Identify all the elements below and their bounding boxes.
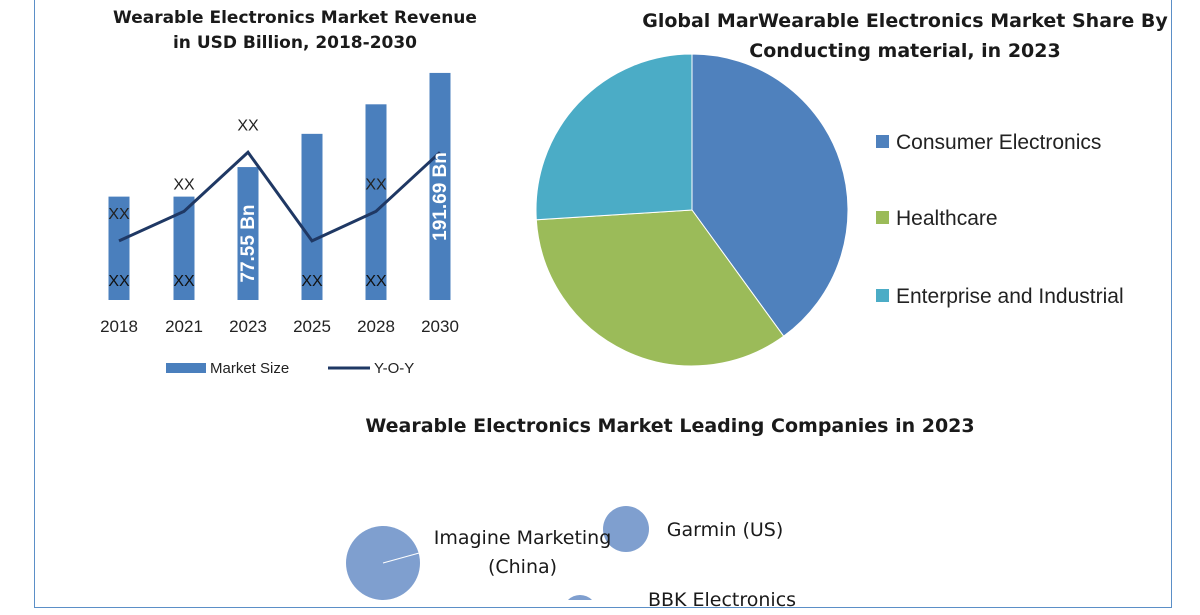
data-label-top: XX — [237, 117, 259, 134]
bar-2023 — [237, 167, 259, 300]
legend-label-yoy: Y-O-Y — [374, 360, 414, 377]
company-label-imagine: Imagine Marketing (China) — [433, 527, 612, 578]
company-label-bbk: BBK Electronics — [647, 589, 797, 611]
bar-line-chart: 2018 2021 2023 2025 2028 2030 XX XX XX XX XX XX 77.5… — [100, 72, 459, 377]
data-label-inside: XX — [365, 273, 387, 290]
data-label-inside: XX — [301, 273, 323, 290]
pie-slice-0 — [691, 53, 849, 337]
yoy-line — [118, 150, 442, 243]
pie-legend-label: Consumer Electronics — [896, 131, 1101, 154]
x-tick-label: 2028 — [357, 317, 395, 336]
pie-chart: Consumer Electronics Healthcare Enterprise… — [535, 53, 1124, 367]
x-tick-label: 2023 — [229, 317, 267, 336]
bar-2030 — [429, 72, 451, 300]
companies-bubbles — [346, 506, 649, 600]
legend-swatch-market-size — [166, 363, 206, 373]
data-label-top: XX — [365, 176, 387, 193]
x-tick-label: 2025 — [293, 317, 331, 336]
data-label-inside-value: 77.55 Bn — [238, 204, 259, 282]
bar-chart-title: Wearable Electronics Market Revenue in U… — [113, 8, 477, 53]
company-label-garmin: Garmin (US) — [666, 519, 784, 541]
bar-2021 — [173, 196, 195, 300]
pie-legend-swatch — [876, 211, 889, 224]
pie-chart-title: Global MarWearable Electronics Market Sh… — [642, 10, 1168, 62]
data-label-inside: XX — [173, 273, 195, 290]
pie-slice-2 — [535, 53, 693, 221]
bubble-imagine-leader-line — [382, 549, 431, 564]
data-label-top: XX — [173, 176, 195, 193]
bar-2028 — [365, 104, 387, 300]
pie-slice-1 — [535, 209, 785, 367]
bubble-garmin — [603, 506, 649, 552]
pie-legend-swatch — [876, 135, 889, 148]
pie-legend-label: Healthcare — [896, 207, 998, 230]
x-tick-label: 2021 — [165, 317, 203, 336]
x-tick-label: 2018 — [100, 317, 138, 336]
companies-title: Wearable Electronics Market Leading Comp… — [365, 415, 975, 437]
pie-legend-swatch — [876, 289, 889, 302]
data-label-inside-value: 191.69 Bn — [430, 152, 451, 241]
data-label-top: XX — [108, 206, 130, 223]
legend-label-market-size: Market Size — [210, 360, 289, 377]
bar-2018 — [108, 196, 130, 300]
x-tick-label: 2030 — [421, 317, 459, 336]
bubble-bbk — [567, 595, 593, 600]
pie-legend-label: Enterprise and Industrial — [896, 285, 1124, 308]
data-label-inside: XX — [108, 273, 130, 290]
bar-2025 — [301, 133, 323, 300]
